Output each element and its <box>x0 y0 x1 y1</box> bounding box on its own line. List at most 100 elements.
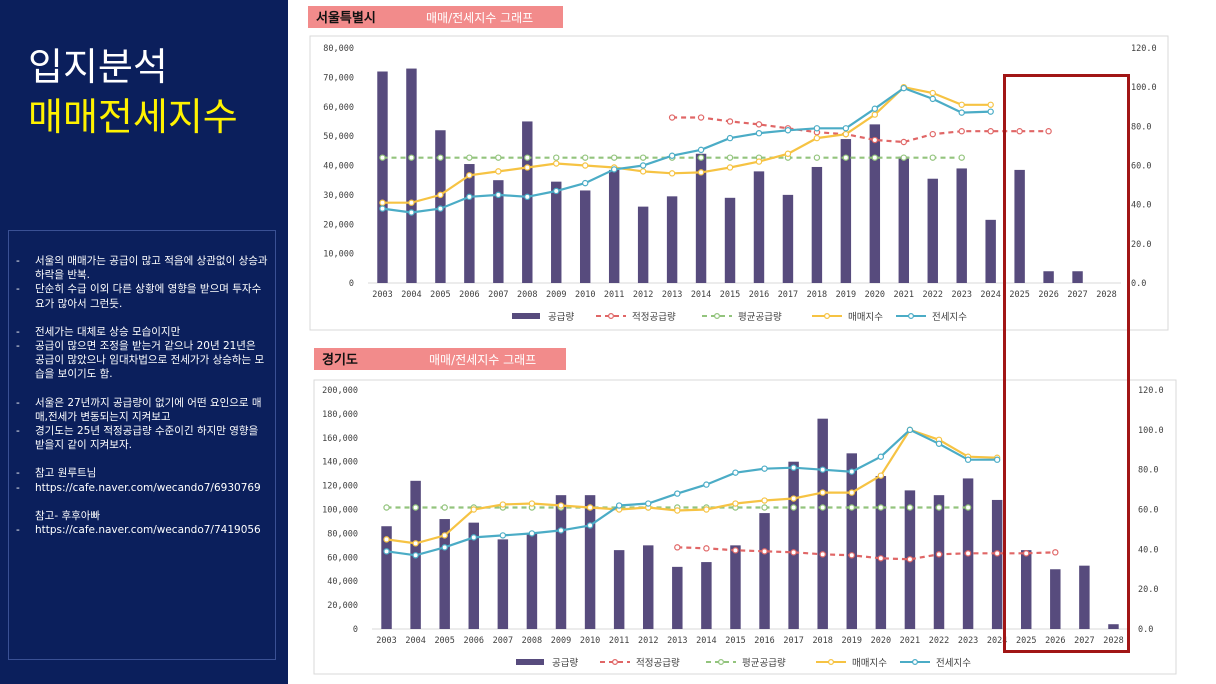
jeonse-index-point <box>697 146 705 154</box>
legend-label: 전세지수 <box>936 658 971 669</box>
avg-supply-point <box>929 154 936 161</box>
y-left-tick-label: 50,000 <box>323 132 354 142</box>
y-right-tick-label: 100.0 <box>1131 83 1157 93</box>
x-tick-label: 2026 <box>1038 290 1058 300</box>
jeonse-index-point <box>848 468 855 475</box>
x-tick-label: 2027 <box>1074 636 1094 646</box>
proper-supply-point <box>877 555 885 562</box>
proper-supply-point <box>703 545 710 552</box>
proper-supply-point <box>668 114 676 121</box>
supply-bar <box>753 171 765 283</box>
jeonse-index-point <box>958 109 965 116</box>
supply-bar <box>608 169 620 283</box>
y-right-tick-label: 120.0 <box>1131 44 1157 54</box>
note-item: - https://cafe.naver.com/wecando7/6930769 <box>16 481 268 495</box>
x-tick-label: 2023 <box>951 290 971 300</box>
sale-index-point <box>528 500 536 507</box>
y-left-tick-label: 0 <box>349 279 354 289</box>
sale-index-point <box>441 532 448 539</box>
supply-bar <box>956 168 967 283</box>
y-left-tick-label: 160,000 <box>322 434 358 444</box>
proper-supply-point <box>993 550 1001 557</box>
sale-index-point <box>466 172 473 179</box>
jeonse-index-point <box>441 544 448 551</box>
sale-index-point <box>703 506 710 513</box>
note-item: - 공급이 많으면 조정을 받는거 같으나 20년 21년은 공급이 많았으나 임… <box>16 339 268 382</box>
x-tick-label: 2017 <box>778 290 798 300</box>
y-left-tick-label: 40,000 <box>323 162 354 172</box>
avg-supply-point <box>761 504 768 511</box>
supply-bar <box>782 194 794 283</box>
x-tick-label: 2006 <box>459 290 479 300</box>
avg-supply-point <box>610 154 618 161</box>
sale-index-point <box>813 134 821 142</box>
jeonse-index-point <box>615 502 623 509</box>
chart-region-label: 경기도 <box>322 352 358 368</box>
sale-index-point <box>790 495 797 502</box>
sale-index-point <box>819 489 826 496</box>
note-item: - 참고 원루트님 <box>16 466 268 480</box>
x-tick-label: 2018 <box>807 290 827 300</box>
x-tick-label: 2020 <box>871 636 891 646</box>
jeonse-index-point <box>732 469 739 476</box>
supply-bar <box>1043 271 1054 283</box>
note-text: 단순히 수급 이외 다른 상황에 영향을 받으며 투자수요가 많아서 그런듯. <box>35 283 262 310</box>
avg-supply-point <box>935 504 943 511</box>
supply-bar <box>724 197 736 283</box>
note-text: 서울의 매매가는 공급이 많고 적음에 상관없이 상승과 하락을 반복. <box>35 255 268 282</box>
legend-label: 매매지수 <box>852 658 887 669</box>
avg-supply-point <box>639 154 647 161</box>
supply-bar <box>377 71 388 283</box>
jeonse-index-point <box>557 527 565 534</box>
chart-title-tab <box>314 348 566 370</box>
sale-index-point <box>848 489 855 496</box>
legend-swatch-marker <box>718 659 725 666</box>
sale-index-point <box>470 506 477 513</box>
x-tick-label: 2013 <box>662 290 682 300</box>
avg-supply-point <box>412 504 419 511</box>
x-tick-label: 2026 <box>1045 636 1065 646</box>
jeonse-index-point <box>813 125 821 132</box>
jeonse-index-point <box>987 108 994 115</box>
note-item <box>16 495 268 509</box>
avg-supply-point <box>813 154 821 161</box>
jeonse-index-point <box>379 205 386 212</box>
y-left-tick-label: 100,000 <box>322 506 358 516</box>
x-tick-label: 2024 <box>987 636 1007 646</box>
proper-supply-point <box>674 544 681 551</box>
sale-index-point <box>668 170 676 177</box>
chart-frame <box>309 35 1169 331</box>
legend-label: 평균공급량 <box>742 657 786 669</box>
sale-index-point <box>383 536 390 543</box>
jeonse-index-point <box>790 464 797 471</box>
proper-supply-point <box>732 547 739 554</box>
sale-index-point <box>437 191 444 199</box>
supply-bar <box>817 418 828 629</box>
note-bullet: - <box>16 425 20 438</box>
jeonse-index-point <box>877 453 885 460</box>
slide-title: 입지분석 <box>28 45 168 89</box>
sale-index-point <box>408 199 415 206</box>
x-tick-label: 2022 <box>923 290 943 300</box>
y-right-tick-label: 100.0 <box>1138 426 1164 436</box>
supply-bar <box>464 164 475 283</box>
y-right-tick-label: 20.0 <box>1131 240 1151 250</box>
sale-index-point <box>697 169 705 176</box>
jeonse-index-point <box>674 490 681 497</box>
avg-supply-point <box>437 154 444 161</box>
sale-index-point <box>929 89 936 97</box>
x-tick-label: 2023 <box>958 636 978 646</box>
y-left-tick-label: 140,000 <box>322 458 358 468</box>
jeonse-index-point <box>499 532 507 539</box>
sale-index-point <box>553 160 560 167</box>
proper-supply-point <box>1016 128 1023 135</box>
x-tick-label: 2020 <box>865 290 885 300</box>
gyeonggi-chart: 경기도 매매/전세지수 그래프 0 20,000 40,000 60,000 80,000 1… <box>313 348 1177 675</box>
jeonse-index-point <box>819 466 826 473</box>
supply-bar <box>526 533 538 629</box>
note-text: 참고- 후후아빠 <box>35 509 101 522</box>
x-tick-label: 2016 <box>749 290 769 300</box>
x-tick-label: 2004 <box>401 290 421 300</box>
note-bullet: - <box>16 283 20 296</box>
legend-label: 적정공급량 <box>636 657 680 669</box>
